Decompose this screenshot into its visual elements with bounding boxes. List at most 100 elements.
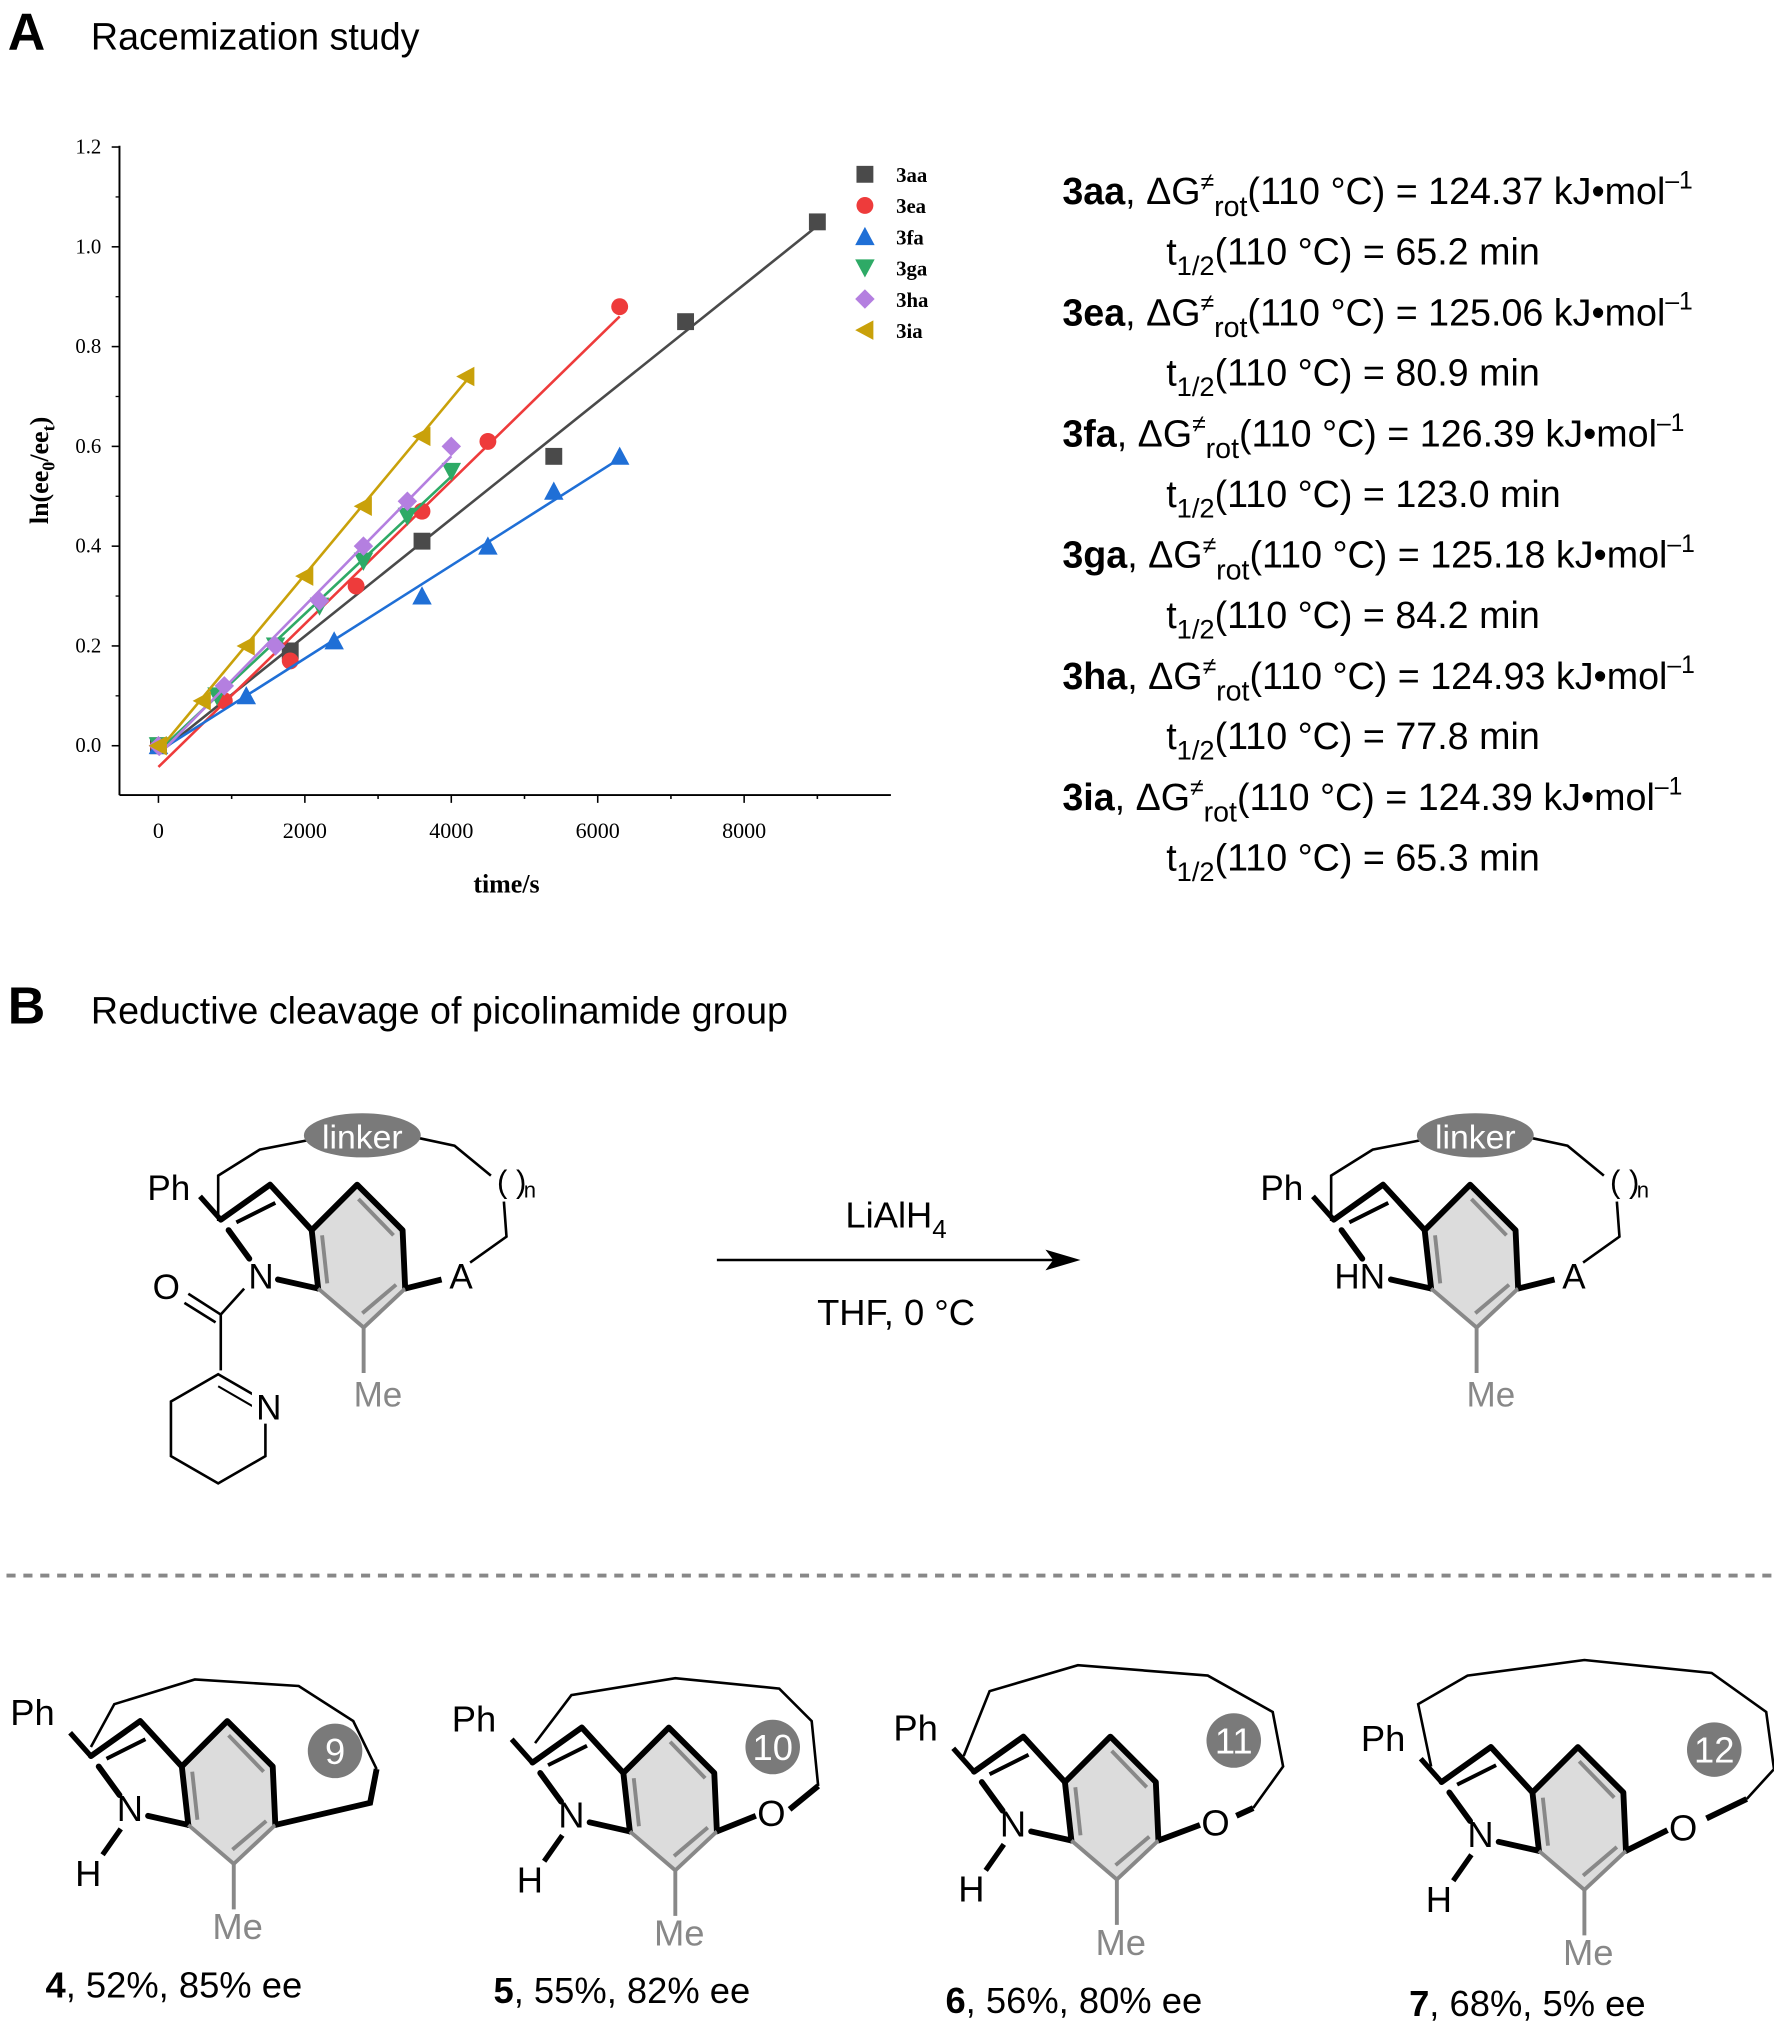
yield-ee: , 55%, 82% ee	[514, 1970, 751, 2011]
text-span: kJ•mol	[1543, 170, 1665, 212]
n-c2-bond	[1338, 1227, 1366, 1262]
legend-marker-3aa	[856, 165, 874, 183]
text-span: min	[1490, 473, 1561, 515]
indole-fusion-bond	[620, 1770, 633, 1835]
data-point-3ia	[148, 735, 167, 756]
legend-label-3fa: 3fa	[896, 226, 924, 249]
text-span: (110 °C) =	[1237, 776, 1418, 818]
x-axis-title: time/s	[473, 869, 539, 898]
data-point-3aa	[677, 313, 695, 331]
text-span: ≠	[1201, 290, 1215, 317]
text-span: , ΔG	[1127, 655, 1202, 697]
ring-size-badge	[1206, 1713, 1262, 1768]
n-c2-bond	[978, 1779, 1006, 1814]
text-span: min	[1469, 836, 1540, 878]
legend-label-3ia: 3ia	[896, 320, 923, 343]
y-axis-title: ln(ee0/eet)	[25, 417, 58, 524]
phenyl-label: Ph	[452, 1698, 496, 1739]
legend-label-3ha: 3ha	[896, 289, 929, 312]
energy-line-3ga: 3ga, ΔG≠rot(110 °C) = 125.18 kJ•mol–1	[1062, 531, 1695, 586]
h-label: H	[75, 1853, 101, 1894]
benzene-ring-fill	[1532, 1747, 1626, 1890]
data-point-3ia	[192, 691, 211, 711]
linker-label: linker	[322, 1118, 403, 1156]
series-3ea: 3ea	[149, 195, 927, 768]
text-span: 1/2	[1177, 250, 1215, 281]
benzene-bond	[628, 1829, 677, 1872]
t-half-value: 80.9	[1395, 352, 1468, 394]
text-span: , ΔG	[1127, 534, 1202, 576]
energy-table: 3aa, ΔG≠rot(110 °C) = 124.37 kJ•mol–1t1/…	[1062, 168, 1695, 887]
ring-size-badge	[307, 1723, 363, 1779]
data-point-3ga	[441, 462, 462, 482]
oxygen-label: O	[1201, 1802, 1229, 1843]
text-span: LiAlH	[845, 1195, 932, 1236]
data-point-3ia	[353, 496, 372, 516]
t-half-value: 77.8	[1395, 715, 1468, 757]
text-span: ≠	[1190, 775, 1204, 802]
text-span: kJ•mol	[1543, 291, 1665, 333]
product-yield-label: 4, 52%, 85% ee	[45, 1965, 302, 2006]
macrocycle-chain	[1416, 1658, 1774, 1800]
n-c2-bond	[537, 1770, 564, 1805]
aromatic-inner-bond	[320, 1235, 330, 1284]
data-point-3ea	[347, 577, 365, 595]
product-yield-label: 6, 56%, 80% ee	[945, 1980, 1202, 2021]
data-point-3fa	[412, 586, 432, 605]
benzene-bond	[1583, 1849, 1628, 1892]
energy-line-3fa: 3fa, ΔG≠rot(110 °C) = 126.39 kJ•mol–1	[1062, 410, 1684, 465]
ring-size-label: 12	[1694, 1730, 1734, 1771]
data-point-3ha	[397, 491, 418, 511]
reagent-label: LiAlH4	[845, 1195, 946, 1244]
methyl-label: Me	[654, 1913, 705, 1954]
text-span: rot	[1206, 433, 1239, 465]
benzene-ring-fill	[1424, 1184, 1519, 1328]
text-span: rot	[1204, 797, 1237, 829]
text-span: (110 °C) =	[1247, 170, 1428, 212]
text-span: 0	[39, 462, 59, 471]
compound-name: 3ea	[1062, 291, 1126, 333]
text-span: rot	[1214, 191, 1247, 223]
aryl-o-bond	[1157, 1822, 1202, 1844]
c2-c3-double-bond	[988, 1753, 1030, 1777]
text-span: (110 °C) =	[1215, 231, 1396, 273]
methyl-label: Me	[1563, 1932, 1614, 1973]
energy-line-3ia: 3ia, ΔG≠rot(110 °C) = 124.39 kJ•mol–1	[1062, 773, 1682, 828]
legend-marker-3ia	[855, 320, 874, 340]
n-c7a-bond	[1387, 1276, 1435, 1292]
repeat-subscript: n	[524, 1178, 536, 1203]
panel-a-title: Racemization study	[91, 16, 420, 58]
benzene-bond	[1115, 1839, 1160, 1881]
text-span: (110 °C) =	[1215, 836, 1396, 878]
text-span: t	[1166, 473, 1177, 515]
text-span: –1	[1667, 652, 1694, 679]
data-point-3ia	[412, 426, 431, 447]
aromatic-inner-bond	[672, 1826, 710, 1858]
data-point-3ga	[397, 507, 418, 526]
y-tick-label: 0.6	[75, 435, 101, 458]
data-point-3ha	[265, 636, 286, 656]
text-span: ≠	[1203, 532, 1217, 559]
text-span: (110 °C) =	[1249, 534, 1430, 576]
phenyl-bond	[1418, 1756, 1444, 1784]
dg-value: 125.06	[1428, 291, 1543, 333]
text-span: kJ•mol	[1535, 413, 1657, 455]
x-tick-label: 2000	[283, 818, 327, 843]
n-label: N	[248, 1258, 273, 1297]
product-yield-label: 7, 68%, 5% ee	[1409, 1983, 1646, 2024]
indole-bonds	[217, 1181, 409, 1292]
dg-value: 124.37	[1428, 170, 1543, 212]
text-span: (110 °C) =	[1239, 413, 1420, 455]
text-span: (110 °C) =	[1215, 473, 1396, 515]
arrow-head-icon	[1045, 1249, 1081, 1271]
c2-c3-double-bond	[1456, 1763, 1497, 1787]
data-point-3ha	[353, 536, 374, 556]
oxygen-label: O	[757, 1793, 785, 1834]
half-life-line-3ha: t1/2(110 °C) = 77.8 min	[1166, 715, 1540, 765]
indole-bonds	[87, 1718, 279, 1828]
text-span: rot	[1216, 676, 1249, 708]
text-span: 1/2	[1177, 735, 1215, 766]
text-span: min	[1469, 594, 1540, 636]
aromatic-inner-bond	[1581, 1845, 1619, 1878]
panel-b-letter: B	[8, 978, 46, 1036]
